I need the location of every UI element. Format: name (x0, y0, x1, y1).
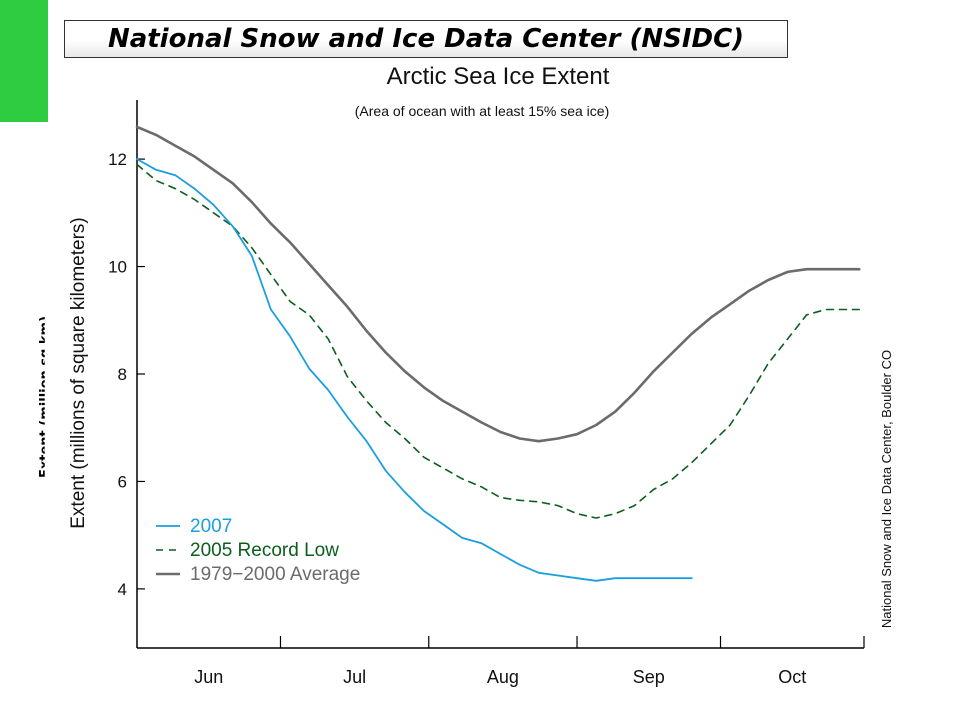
x-tick-label: Jun (194, 667, 223, 687)
y-tick-label: 4 (118, 580, 127, 599)
x-tick-label: Sep (633, 667, 665, 687)
banner-title: National Snow and Ice Data Center (NSIDC… (64, 20, 788, 58)
green-accent-bar (0, 0, 48, 122)
y-tick-label: 10 (108, 258, 127, 277)
series-line-2005-record-low (136, 163, 861, 519)
y-tick-label: 12 (108, 150, 127, 169)
x-tick-label: Jul (343, 667, 366, 687)
series-line-1979-2000-average (135, 125, 861, 443)
y-tick-label: 6 (118, 472, 127, 491)
x-tick-label: Aug (487, 667, 519, 687)
credit-text: National Snow and Ice Data Center, Bould… (879, 350, 894, 628)
legend-label-2: 1979−2000 Average (190, 564, 360, 585)
chart-title: Arctic Sea Ice Extent (387, 63, 610, 90)
legend-label-1: 2005 Record Low (190, 540, 339, 561)
series-line-2007 (136, 158, 693, 582)
legend-label-0: 2007 (190, 516, 232, 537)
chart-subtitle: (Area of ocean with at least 15% sea ice… (355, 103, 609, 119)
y-tick-label: 8 (118, 365, 127, 384)
x-tick-label: Oct (778, 667, 806, 687)
y-axis-title: Extent (millions of square kilometers) (68, 217, 89, 529)
